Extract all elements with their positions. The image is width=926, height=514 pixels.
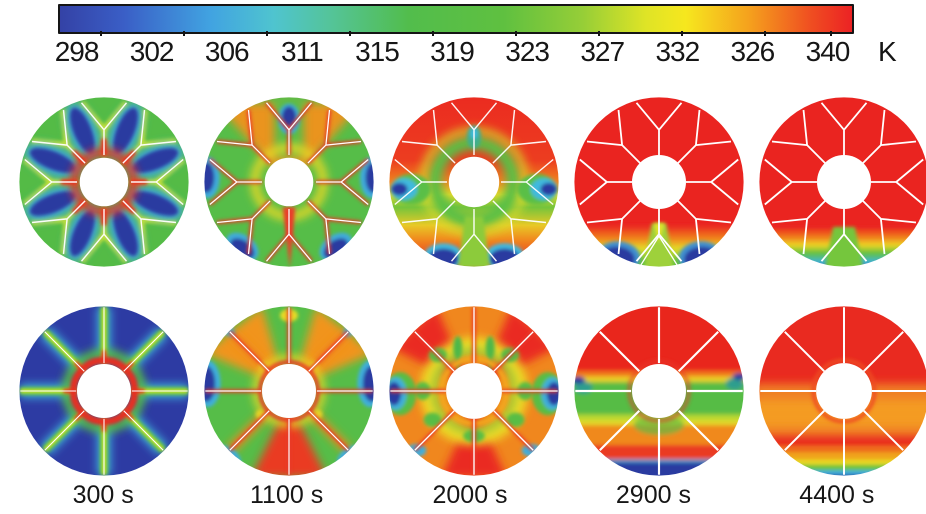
colorbar-tick-label: 302 [129, 36, 175, 67]
colorbar-unit-label: K [878, 36, 897, 67]
colorbar-ticks [0, 31, 926, 37]
time-label: 4400 s [799, 481, 875, 509]
colorbar-tick-label: 340 [805, 36, 851, 67]
time-label: 2000 s [432, 481, 508, 509]
colorbar-tick-label: 315 [355, 36, 400, 67]
contour-row-branching-fins [14, 92, 926, 272]
colorbar-tick-label: 306 [204, 36, 250, 67]
colorbar-tick-label: 332 [655, 36, 700, 67]
colorbar-tick-label: 323 [505, 36, 550, 67]
colorbar-tick-label: 298 [54, 36, 100, 67]
time-label: 300 s [72, 481, 134, 509]
contour-plot-branching-1100s [199, 92, 379, 272]
contour-plot-straight-4400s [754, 301, 926, 481]
contour-plot-straight-2000s [384, 301, 564, 481]
contour-plot-branching-4400s [754, 92, 926, 272]
contour-plot-straight-300s [14, 301, 194, 481]
contour-plot-straight-2900s [569, 301, 749, 481]
colorbar-gradient [58, 4, 854, 34]
contour-plot-branching-300s [14, 92, 194, 272]
contour-row-straight-fins [14, 301, 926, 481]
colorbar-tick-label: 311 [281, 36, 324, 67]
colorbar-tick-label: 319 [430, 36, 475, 67]
colorbar-tick-label: 326 [730, 36, 776, 67]
time-label: 1100 s [250, 481, 324, 509]
time-label: 2900 s [615, 481, 691, 509]
colorbar-tick-labels: 298 302 306 311 315 319 323 327 332 326 … [39, 36, 865, 68]
contour-plot-branching-2900s [569, 92, 749, 272]
contour-plot-straight-1100s [199, 301, 379, 481]
contour-plot-branching-2000s [384, 92, 564, 272]
colorbar-tick-label: 327 [580, 36, 625, 67]
time-labels-row: 300 s 1100 s 2000 s 2900 s 4400 s [14, 481, 926, 510]
